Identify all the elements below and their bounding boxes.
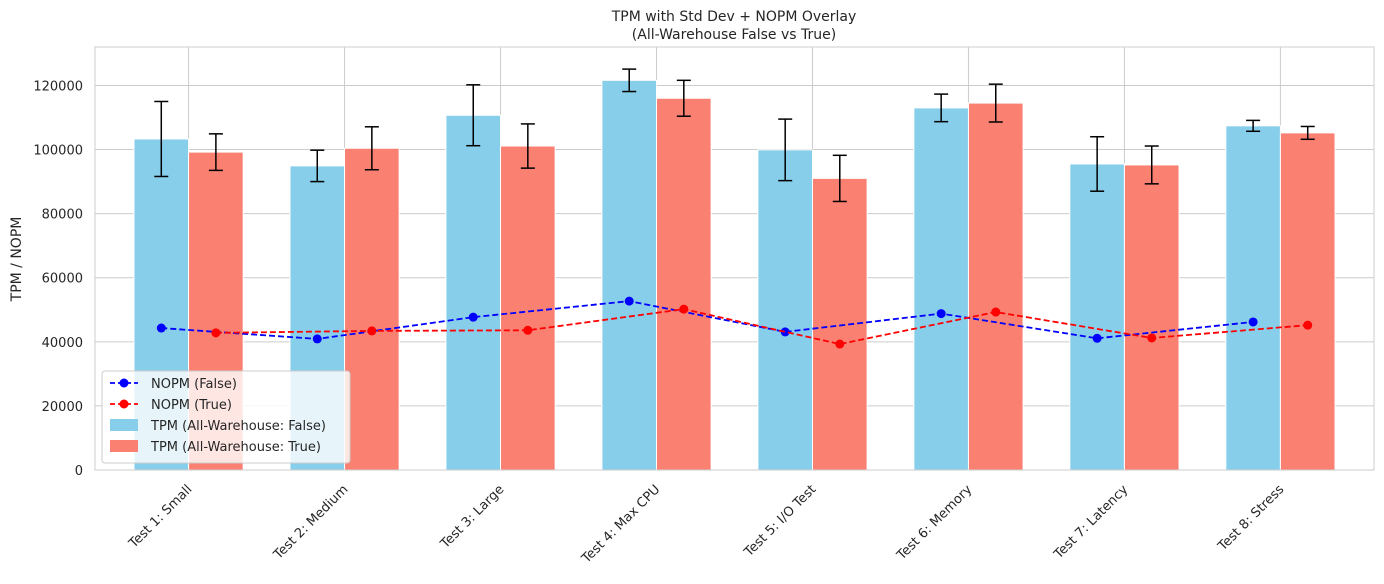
bar xyxy=(1123,164,1180,471)
y-axis-ticks: 0 20000 40000 60000 80000 100000 120000 xyxy=(33,79,83,479)
error-bars xyxy=(154,68,1315,203)
y-tick-label: 0 xyxy=(75,464,83,479)
nopm-point xyxy=(312,334,322,344)
x-tick-label: Test 6: Memory xyxy=(894,482,976,564)
nopm-point xyxy=(156,323,166,333)
legend-marker xyxy=(119,378,129,388)
nopm-point xyxy=(780,327,790,337)
y-tick-label: 20000 xyxy=(42,400,83,415)
legend-label: TPM (All-Warehouse: False) xyxy=(150,419,326,434)
bar xyxy=(967,102,1024,471)
nopm-point xyxy=(1147,333,1157,343)
x-axis-ticks: Test 1: Small Test 2: Medium Test 3: Large… xyxy=(126,482,1288,567)
x-tick-label: Test 1: Small xyxy=(126,482,196,552)
nopm-line xyxy=(161,300,1254,340)
nopm-point xyxy=(835,339,845,349)
nopm-line xyxy=(215,308,1308,345)
bar xyxy=(811,177,868,471)
legend-box xyxy=(101,370,351,464)
nopm-point xyxy=(679,304,689,314)
legend-label: NOPM (True) xyxy=(151,398,232,413)
legend-label: NOPM (False) xyxy=(151,377,237,392)
bar xyxy=(656,97,712,471)
plot-frame xyxy=(94,46,1375,471)
legend: NOPM (False) NOPM (True) TPM (All-Warehous… xyxy=(101,370,351,464)
legend-bar-swatch xyxy=(110,419,138,431)
y-axis-label: TPM / NOPM xyxy=(9,217,25,303)
y-tick-label: 80000 xyxy=(42,208,83,223)
x-tick-label: Test 3: Large xyxy=(437,482,507,552)
nopm-point xyxy=(1303,320,1313,330)
y-tick-label: 120000 xyxy=(33,79,83,94)
bar xyxy=(601,79,658,471)
bar xyxy=(500,145,556,471)
bar xyxy=(1279,132,1336,471)
x-tick-label: Test 7: Latency xyxy=(1051,482,1132,563)
x-tick-label: Test 8: Stress xyxy=(1215,482,1288,555)
legend-bar-swatch xyxy=(110,440,138,452)
bar xyxy=(757,149,813,471)
bar xyxy=(445,114,502,471)
legend-label: TPM (All-Warehouse: True) xyxy=(150,440,321,455)
nopm-point xyxy=(1248,317,1258,327)
y-tick-label: 100000 xyxy=(33,144,83,159)
nopm-point xyxy=(624,296,634,306)
nopm-point xyxy=(523,325,533,335)
nopm-point xyxy=(1092,333,1102,343)
bar xyxy=(1069,163,1125,471)
nopm-point xyxy=(991,307,1001,317)
nopm-point xyxy=(468,312,478,322)
x-tick-label: Test 4: Max CPU xyxy=(579,482,664,567)
bar xyxy=(344,147,400,471)
chart-title: TPM with Std Dev + NOPM Overlay xyxy=(611,9,857,25)
y-tick-label: 40000 xyxy=(42,336,83,351)
nopm-point xyxy=(211,328,221,338)
x-tick-label: Test 5: I/O Test xyxy=(741,482,819,560)
nopm-point xyxy=(367,326,377,336)
y-tick-label: 60000 xyxy=(42,272,83,287)
bar xyxy=(1225,125,1281,471)
nopm-lines xyxy=(156,296,1313,349)
nopm-point xyxy=(936,309,946,319)
legend-marker xyxy=(119,399,129,409)
x-tick-label: Test 2: Medium xyxy=(270,482,351,563)
chart-subtitle: (All-Warehouse False vs True) xyxy=(632,27,836,43)
bar xyxy=(913,107,969,471)
